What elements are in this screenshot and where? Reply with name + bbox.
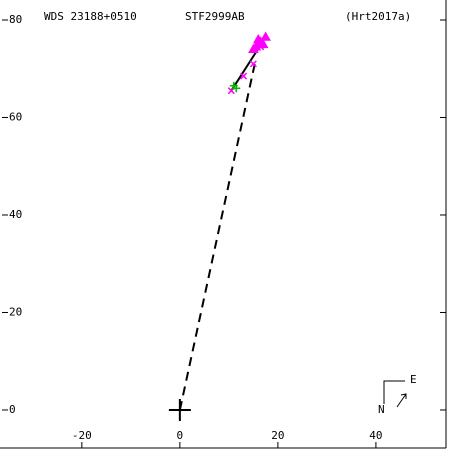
x-tick-label: -20 — [72, 429, 92, 442]
point — [252, 33, 264, 44]
line-dashed — [178, 58, 257, 411]
point — [232, 84, 241, 93]
primary-star — [168, 398, 191, 421]
compass: E N — [378, 373, 417, 416]
chart-title: WDS 23188+0510 — [44, 10, 137, 23]
compass-north: N — [378, 403, 385, 416]
x-tick-label: 0 — [177, 429, 184, 442]
reference: (Hrt2017a) — [345, 10, 411, 23]
chart-subtitle: STF2999AB — [185, 10, 245, 23]
point — [248, 43, 259, 53]
x-tick-label: 40 — [369, 429, 382, 442]
y-tick-label: 40 — [9, 208, 22, 221]
point — [240, 72, 248, 80]
point — [249, 60, 257, 68]
point — [257, 43, 265, 51]
x-tick-label: 20 — [271, 429, 284, 442]
compass-east: E — [410, 373, 417, 386]
compass-arrow — [396, 393, 407, 408]
compass-axes — [383, 380, 405, 404]
y-tick-label: 0 — [9, 403, 16, 416]
y-tick-label: 60 — [9, 110, 22, 123]
compass-arrowhead — [400, 393, 407, 399]
point — [260, 31, 271, 41]
y-tick-label: 80 — [9, 13, 22, 26]
y-tick-label: 20 — [9, 305, 22, 318]
